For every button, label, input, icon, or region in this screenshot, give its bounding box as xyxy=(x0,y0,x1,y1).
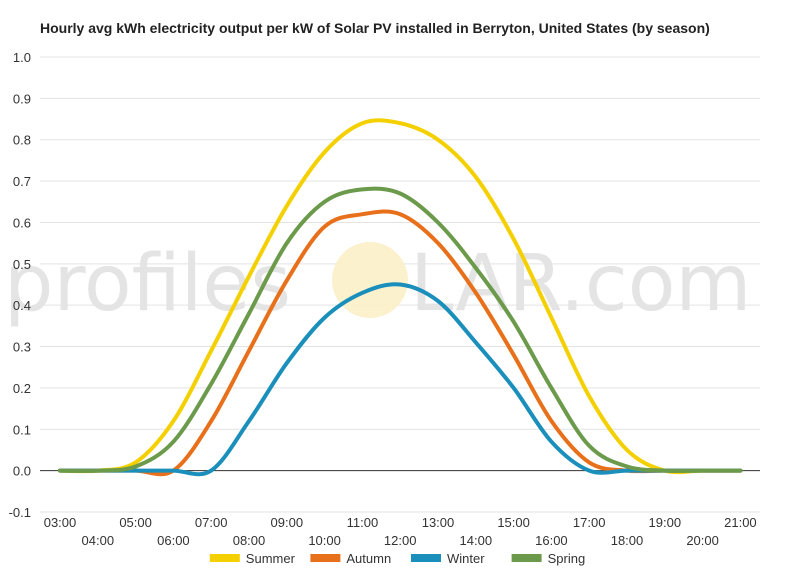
y-tick-label: 0.3 xyxy=(13,340,31,355)
legend-label-autumn: Autumn xyxy=(346,551,391,566)
y-tick-label: 0.2 xyxy=(13,381,31,396)
x-tick-label: 16:00 xyxy=(535,533,568,548)
x-tick-label: 10:00 xyxy=(308,533,341,548)
x-tick-label: 18:00 xyxy=(611,533,644,548)
legend: Summer Autumn Winter Spring xyxy=(209,551,586,566)
legend-swatch-autumn xyxy=(310,554,341,562)
y-tick-label: 0.4 xyxy=(13,298,31,313)
x-tick-label: 05:00 xyxy=(119,515,152,530)
x-tick-label: 13:00 xyxy=(422,515,455,530)
legend-swatch-summer xyxy=(209,554,240,562)
x-axis-ticks: 03:00 04:00 05:00 06:00 07:00 08:00 09:00 10:00… xyxy=(44,515,757,548)
x-tick-label: 14:00 xyxy=(460,533,493,548)
x-tick-label: 19:00 xyxy=(649,515,682,530)
x-tick-label: 15:00 xyxy=(497,515,530,530)
y-tick-label: 0.5 xyxy=(13,257,31,272)
x-tick-label: 08:00 xyxy=(233,533,266,548)
y-tick-label: 0.0 xyxy=(13,464,31,479)
y-axis-ticks: -0.1 0.0 0.1 0.2 0.3 0.4 0.5 0.6 0.7 0.8 0.9 1.0 xyxy=(9,50,31,520)
y-tick-label: 0.6 xyxy=(13,215,31,230)
watermark: profiles LAR.com xyxy=(4,239,751,329)
legend-label-winter: Winter xyxy=(447,551,485,566)
y-tick-label: 0.7 xyxy=(13,174,31,189)
x-tick-label: 17:00 xyxy=(573,515,606,530)
x-tick-label: 11:00 xyxy=(347,515,379,530)
y-tick-label: -0.1 xyxy=(9,505,31,520)
series-line-winter xyxy=(58,282,743,477)
x-tick-label: 06:00 xyxy=(157,533,190,548)
x-tick-label: 20:00 xyxy=(686,533,719,548)
x-tick-label: 04:00 xyxy=(82,533,115,548)
watermark-sun-icon xyxy=(332,242,408,318)
y-tick-label: 0.1 xyxy=(13,422,31,437)
legend-label-summer: Summer xyxy=(246,551,296,566)
series-lines xyxy=(58,118,743,477)
watermark-text-right: LAR.com xyxy=(410,239,751,329)
series-line-spring xyxy=(58,186,743,473)
x-tick-label: 12:00 xyxy=(384,533,417,548)
x-tick-label: 21:00 xyxy=(724,515,757,530)
legend-label-spring: Spring xyxy=(548,551,586,566)
y-tick-label: 0.8 xyxy=(13,133,31,148)
legend-swatch-winter xyxy=(411,554,441,562)
y-tick-label: 1.0 xyxy=(13,50,31,65)
x-tick-label: 07:00 xyxy=(195,515,228,530)
x-tick-label: 03:00 xyxy=(44,515,77,530)
legend-swatch-spring xyxy=(511,554,542,562)
chart-title: Hourly avg kWh electricity output per kW… xyxy=(40,20,710,36)
series-line-summer xyxy=(58,118,743,475)
y-tick-label: 0.9 xyxy=(13,91,31,106)
x-tick-label: 09:00 xyxy=(271,515,304,530)
